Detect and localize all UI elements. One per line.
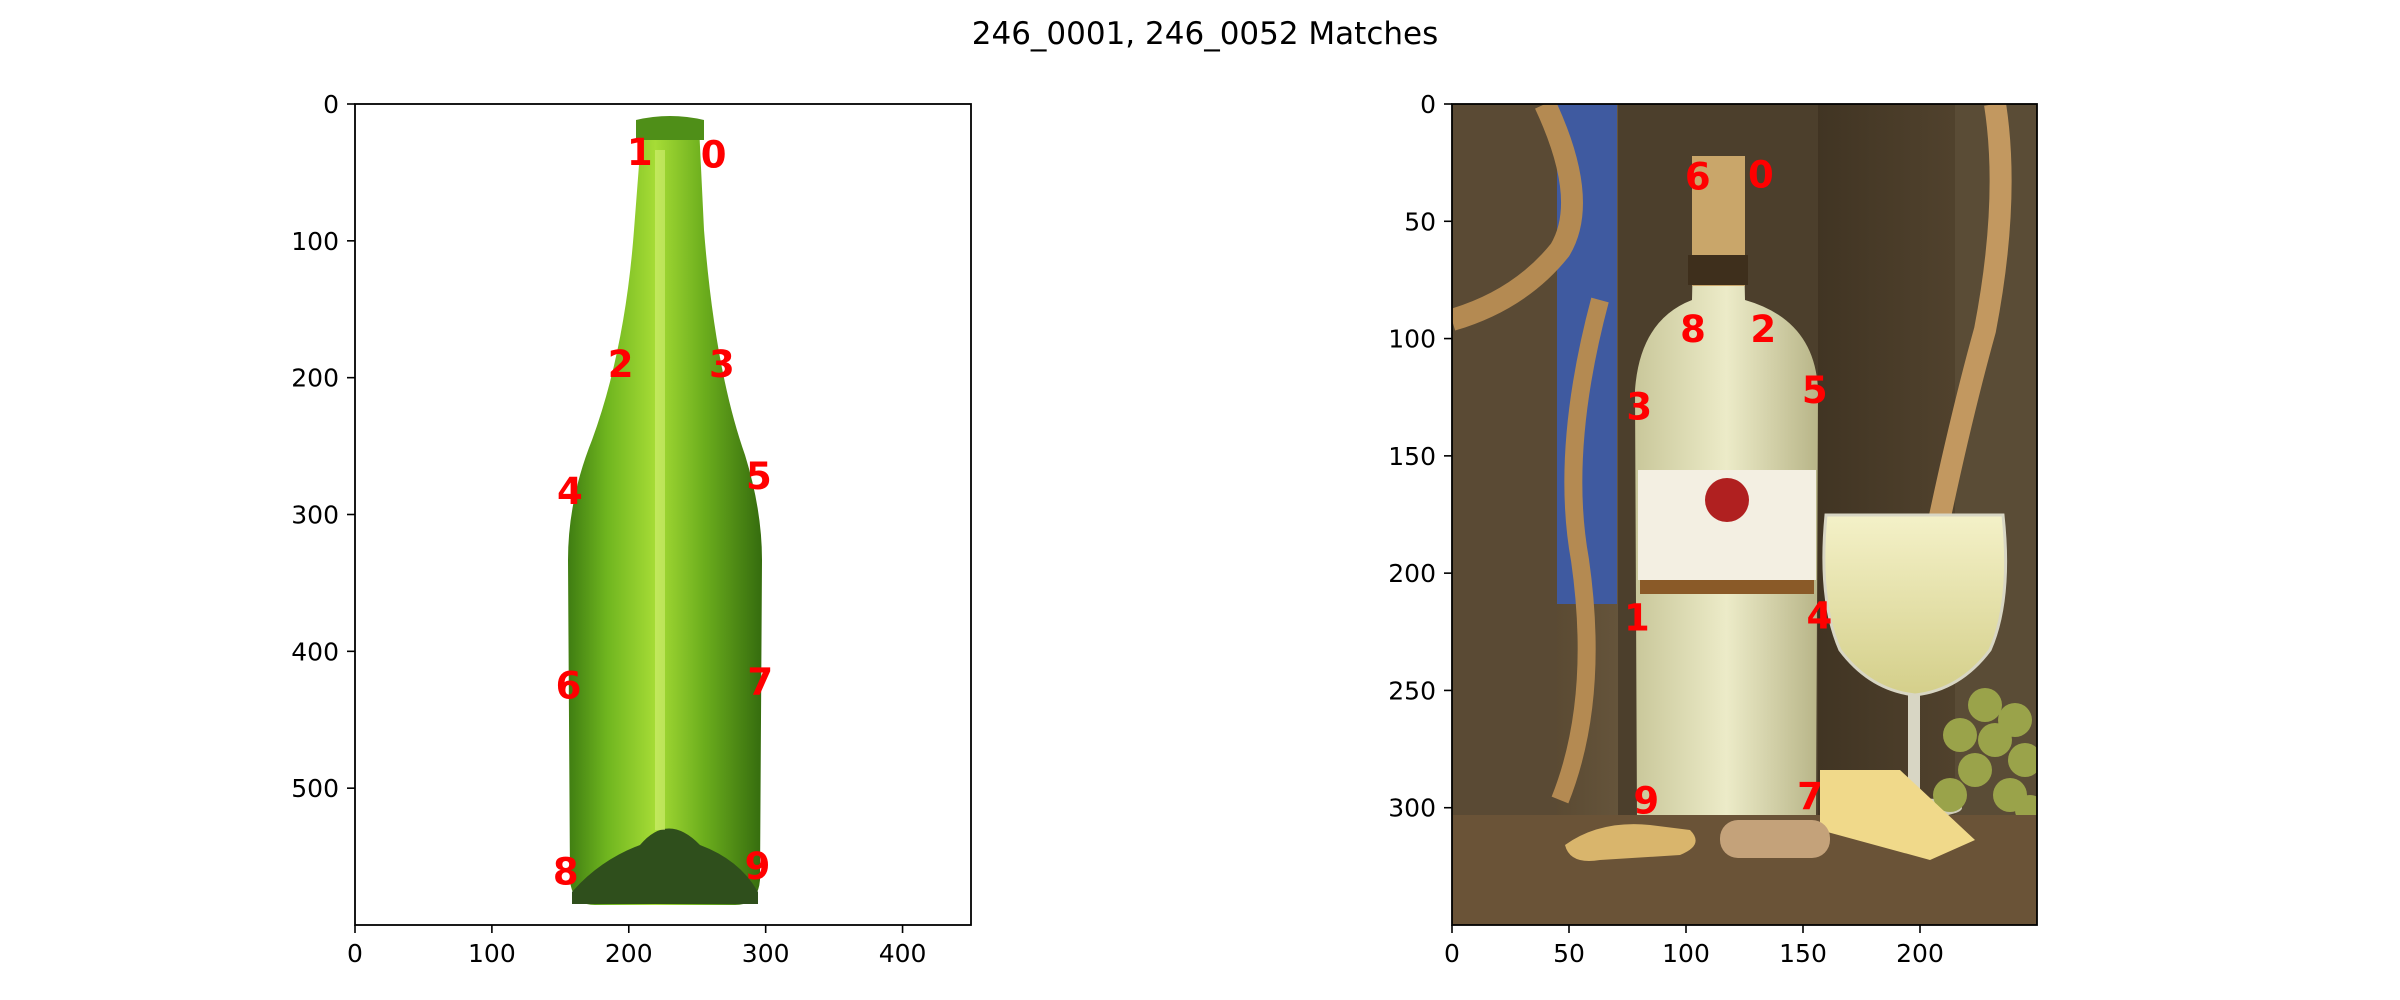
left-keypoint-label: 7 — [747, 660, 773, 703]
right-keypoint-label: 6 — [1685, 156, 1711, 199]
right-xtick-label: 150 — [1779, 939, 1827, 968]
left-axes: 0 100 200 300 400 0 100 200 300 400 500 — [291, 90, 926, 968]
rope-right — [1924, 104, 2012, 543]
left-ytick-label: 200 — [291, 364, 339, 393]
right-ytick-label: 250 — [1388, 676, 1436, 705]
right-keypoint-label: 4 — [1807, 594, 1833, 637]
right-keypoint-label: 3 — [1626, 386, 1652, 429]
right-ytick-label: 300 — [1388, 794, 1436, 823]
left-xtick-label: 0 — [347, 939, 363, 968]
right-keypoint-label: 0 — [1748, 153, 1774, 196]
left-keypoint-label: 2 — [608, 343, 634, 386]
left-xtick-label: 300 — [742, 939, 790, 968]
right-xtick-label: 100 — [1662, 939, 1710, 968]
cheese-wedge — [1820, 770, 1975, 860]
bottle-lip — [636, 116, 704, 140]
right-xtick-label: 0 — [1444, 939, 1460, 968]
right-ytick-label: 100 — [1388, 325, 1436, 354]
rope-left-lower — [1551, 297, 1609, 804]
bottle-punt — [572, 828, 758, 904]
left-keypoint-label: 1 — [627, 131, 653, 174]
right-axes-frame — [1451, 103, 2038, 926]
right-ytick-label: 50 — [1404, 207, 1436, 236]
left-ytick-label: 300 — [291, 501, 339, 530]
left-xtick-label: 100 — [468, 939, 516, 968]
bottle-highlight — [655, 150, 665, 830]
right-keypoints: 0 1 2 3 4 5 6 7 8 9 — [1624, 153, 1832, 822]
left-ytick-label: 100 — [291, 227, 339, 256]
cork — [1720, 820, 1830, 858]
wine-glass-bowl — [1822, 513, 2008, 697]
bottle-neck-band — [1688, 255, 1748, 285]
left-keypoint-label: 0 — [701, 134, 727, 177]
right-keypoint-label: 1 — [1624, 597, 1650, 640]
right-panel: 0 50 100 150 200 0 50 100 150 200 250 300 0 1 2 3 4 5 6 7 8… — [1388, 90, 2038, 968]
right-keypoint-label: 8 — [1680, 308, 1706, 351]
left-xtick-label: 400 — [879, 939, 927, 968]
left-keypoint-label: 6 — [556, 665, 582, 708]
left-post — [1452, 104, 1557, 824]
right-ytick-label: 200 — [1388, 559, 1436, 588]
left-keypoints: 0 1 2 3 4 5 6 7 8 9 — [553, 131, 773, 894]
left-keypoint-label: 8 — [553, 851, 579, 894]
right-keypoint-label: 2 — [1750, 308, 1776, 351]
corkscrew — [1565, 824, 1696, 861]
left-keypoint-label: 9 — [745, 845, 771, 888]
left-keypoint-label: 3 — [709, 343, 735, 386]
rope-left — [1452, 104, 1583, 331]
figure-title: 246_0001, 246_0052 Matches — [972, 16, 1439, 52]
left-ytick-label: 400 — [291, 637, 339, 666]
left-image — [355, 104, 971, 925]
left-keypoint-label: 5 — [746, 455, 772, 498]
right-keypoint-label: 5 — [1802, 369, 1828, 412]
label-emblem — [1705, 478, 1749, 522]
label-band — [1640, 580, 1814, 594]
right-image — [1452, 104, 2037, 925]
right-ytick-label: 150 — [1388, 442, 1436, 471]
left-panel: 0 100 200 300 400 0 100 200 300 400 500 0 1 2 3 4 5 6 7 8 9 — [291, 90, 972, 968]
wine-glass-stem — [1908, 695, 1920, 805]
right-xtick-label: 200 — [1896, 939, 1944, 968]
right-keypoint-label: 7 — [1797, 775, 1823, 818]
left-ytick-label: 0 — [323, 90, 339, 119]
right-xtick-label: 50 — [1553, 939, 1585, 968]
left-keypoint-label: 4 — [557, 470, 583, 513]
right-ytick-label: 0 — [1420, 90, 1436, 119]
left-xtick-label: 200 — [605, 939, 653, 968]
right-keypoint-label: 9 — [1633, 780, 1659, 823]
left-ytick-label: 500 — [291, 774, 339, 803]
